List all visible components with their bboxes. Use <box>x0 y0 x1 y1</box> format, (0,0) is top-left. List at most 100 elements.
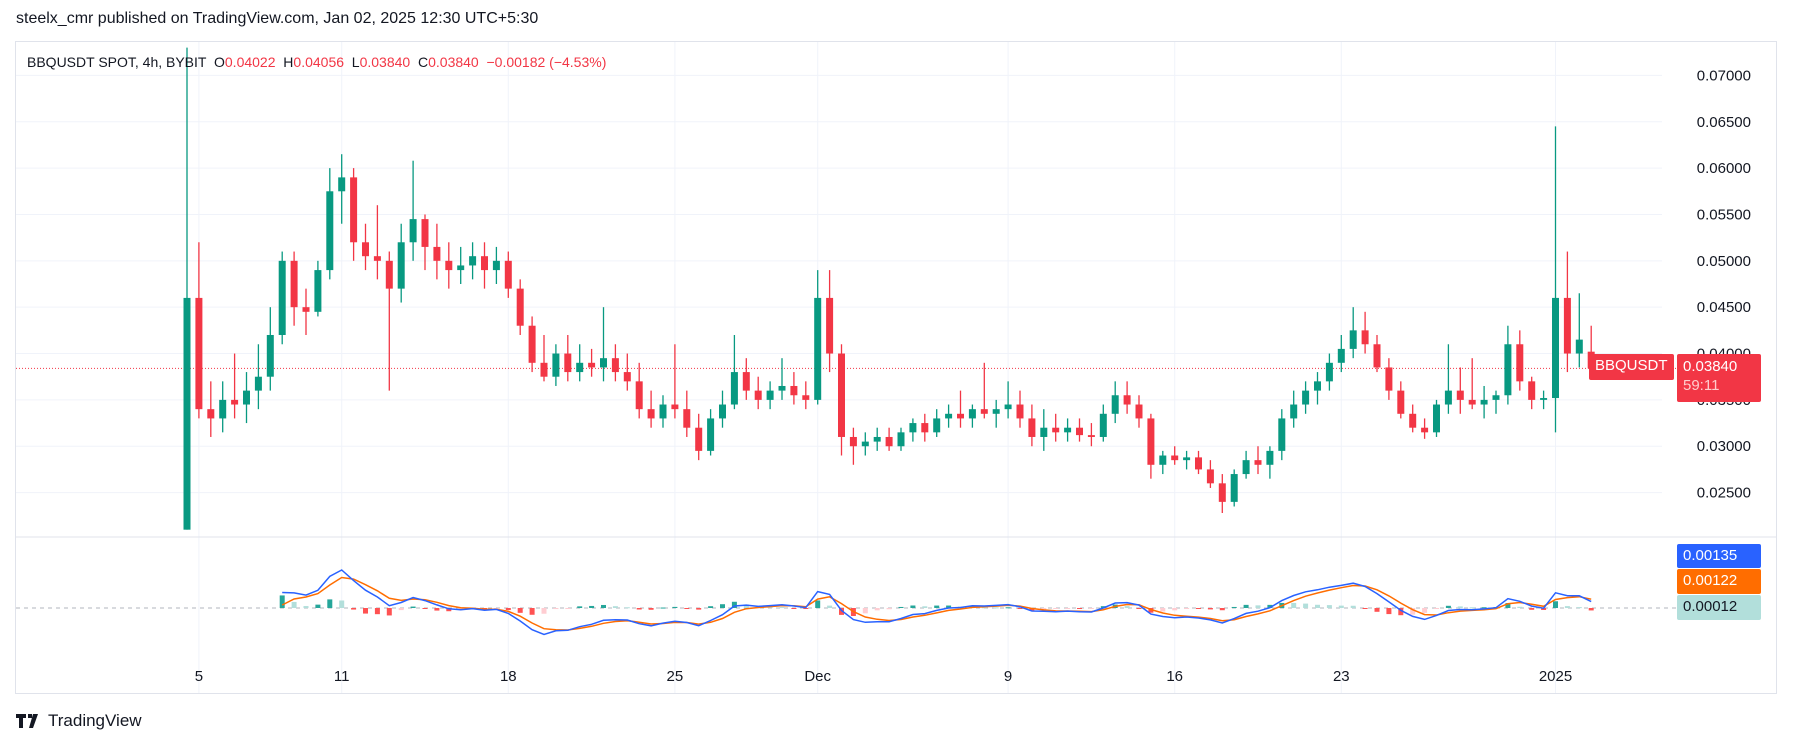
macd-histogram-bar <box>1267 604 1273 608</box>
macd-histogram-bar <box>1172 608 1178 611</box>
macd-histogram-bar <box>731 601 737 608</box>
histogram-value-badge: 0.00012 <box>1677 595 1761 620</box>
candle-body <box>695 427 703 451</box>
candle-body <box>1087 435 1095 437</box>
candle-body <box>278 260 286 335</box>
candle-body <box>1254 460 1262 465</box>
brand-name: TradingView <box>48 711 142 730</box>
macd-histogram-bar <box>815 600 821 608</box>
candle-body <box>1266 450 1274 465</box>
macd-histogram-bar <box>696 608 702 610</box>
macd-histogram-bar <box>1434 608 1439 609</box>
macd-histogram-bar <box>839 608 844 615</box>
candle-body <box>647 409 655 419</box>
macd-histogram-bar <box>315 604 321 608</box>
candle-body <box>1314 381 1321 391</box>
candle-body <box>992 409 1000 414</box>
macd-line <box>282 569 1592 636</box>
candle-body <box>1516 344 1524 382</box>
macd-histogram-bar <box>1553 601 1558 608</box>
candle-body <box>730 372 738 405</box>
candle-body <box>231 399 239 405</box>
candle-body <box>1373 344 1381 368</box>
candle-body <box>1242 460 1250 475</box>
candle-body <box>719 404 726 419</box>
candle-body <box>1099 413 1107 437</box>
macd-histogram-bar <box>720 604 725 608</box>
macd-histogram-bar <box>493 608 499 609</box>
time-tick-label: 23 <box>1333 668 1350 685</box>
candle-body <box>302 307 310 312</box>
candle-body <box>659 404 667 419</box>
candle-body <box>1552 297 1559 399</box>
candle-body <box>1492 395 1500 400</box>
macd-histogram-bar <box>1124 606 1130 608</box>
macd-histogram-bar <box>886 608 892 610</box>
candle-body <box>445 260 453 271</box>
candle-body <box>921 423 929 433</box>
ohlc-legend: BBQUSDT SPOT, 4h, BYBIT O0.04022 H0.0405… <box>27 54 606 70</box>
macd-histogram-bar <box>541 608 547 614</box>
candle-body <box>492 260 500 271</box>
candle-body <box>1016 404 1024 419</box>
candle-body <box>350 177 358 243</box>
candle-body <box>1563 297 1571 354</box>
candle-body <box>409 219 417 243</box>
candle-body <box>1433 404 1440 433</box>
symbol-info[interactable]: BBQUSDT SPOT, 4h, BYBIT <box>27 54 207 70</box>
macd-histogram-bar <box>1184 608 1190 609</box>
macd-histogram-bar <box>410 606 416 608</box>
macd-histogram-bar <box>636 608 642 610</box>
candle-body <box>600 358 607 368</box>
tradingview-logo[interactable]: TradingView <box>16 711 142 731</box>
candle-body <box>1349 330 1357 349</box>
candle-body <box>838 353 845 437</box>
high-label: H <box>283 54 294 70</box>
candle-body <box>1540 398 1548 400</box>
candle-body <box>861 441 869 447</box>
macd-histogram-bar <box>601 604 606 608</box>
candle-body <box>873 436 881 442</box>
candle-body <box>516 288 524 326</box>
macd-histogram-bar <box>327 599 333 608</box>
candle-body <box>1171 455 1179 461</box>
candle-body <box>897 432 905 447</box>
candle-body <box>385 260 393 289</box>
candle-body <box>1409 413 1417 428</box>
macd-histogram-bar <box>1350 605 1356 608</box>
macd-histogram-bar <box>1065 608 1071 609</box>
candle-body <box>183 297 191 530</box>
last-price: 0.03840 <box>1683 358 1738 375</box>
candle-body <box>1444 390 1452 405</box>
candle-body <box>588 362 596 368</box>
candle-body <box>314 270 322 312</box>
candle-body <box>243 390 250 405</box>
candle-body <box>1397 390 1405 414</box>
candle-body <box>611 358 619 373</box>
candle-body <box>1456 390 1464 400</box>
candle-body <box>1278 418 1286 451</box>
candle-body <box>421 219 429 247</box>
candle-body <box>1159 455 1167 465</box>
macd-signal-line <box>281 576 1592 631</box>
macd-histogram-bar <box>386 608 392 616</box>
time-tick-label: 18 <box>500 668 517 685</box>
macd-histogram-bar <box>1326 605 1332 608</box>
macd-histogram-bar <box>827 605 833 608</box>
candle-body <box>885 436 893 447</box>
candle-body <box>742 372 750 391</box>
candle-body <box>469 256 477 266</box>
candle-body <box>576 362 584 373</box>
close-label: C <box>417 54 429 70</box>
macd-histogram-bar <box>1148 608 1154 613</box>
macd-histogram-bar <box>660 607 666 609</box>
symbol-badge: BBQUSDT <box>1589 354 1674 380</box>
candle-body <box>528 325 536 363</box>
candle-body <box>540 362 548 377</box>
macd-histogram-bar <box>1457 606 1463 608</box>
macd-histogram-bar <box>1017 608 1023 609</box>
candle-body <box>1147 418 1155 465</box>
price-tick-label: 0.03000 <box>1697 438 1751 455</box>
candle-body <box>1135 404 1143 419</box>
